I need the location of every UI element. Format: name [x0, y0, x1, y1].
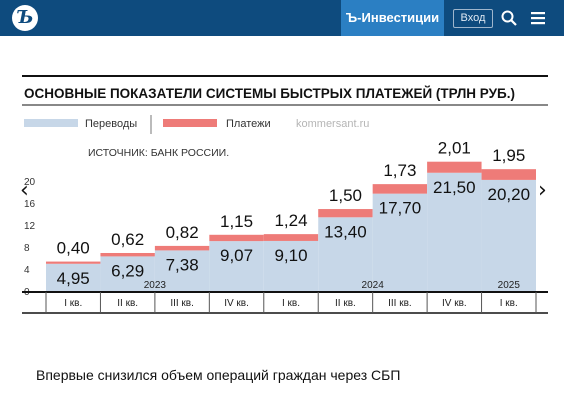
payments-area-segment: [154, 245, 210, 251]
source-note: ИСТОЧНИК: БАНК РОССИИ.: [88, 147, 229, 159]
next-slide-arrow[interactable]: ›: [538, 178, 547, 203]
transfers-area-segment: [154, 250, 210, 291]
transfers-data-label: 6,29: [111, 261, 144, 280]
x-tick-label: IV кв.: [442, 298, 467, 309]
y-tick-label: 8: [24, 243, 30, 254]
x-tick-label: III кв.: [170, 298, 194, 309]
legend-label-transfers: Переводы: [85, 118, 137, 130]
top-navigation-bar: Ъ Ъ-Инвестиции Вход: [0, 0, 564, 36]
payments-data-label: 0,82: [166, 223, 199, 242]
legend-label-payments: Платежи: [226, 118, 271, 130]
x-tick-label: III кв.: [388, 298, 412, 309]
x-tick-label: II кв.: [117, 298, 138, 309]
payments-data-label: 1,73: [383, 161, 416, 180]
watermark-text: kommersant.ru: [296, 118, 369, 130]
brand-section-link[interactable]: Ъ-Инвестиции: [341, 0, 444, 36]
year-label: 2025: [498, 280, 521, 291]
transfers-area-segment: [427, 172, 482, 291]
transfers-data-label: 21,50: [433, 178, 476, 197]
payments-area-segment: [318, 209, 373, 218]
login-button[interactable]: Вход: [453, 9, 493, 28]
transfers-data-label: 7,38: [166, 255, 199, 274]
y-tick-label: 16: [24, 199, 36, 210]
transfers-area-segment: [100, 256, 155, 291]
payments-data-label: 1,15: [220, 212, 253, 231]
transfers-area-segment: [372, 193, 428, 291]
chart-title: ОСНОВНЫЕ ПОКАЗАТЕЛИ СИСТЕМЫ БЫСТРЫХ ПЛАТ…: [24, 86, 515, 101]
legend-swatch-payments: [163, 119, 217, 127]
transfers-data-label: 17,70: [379, 199, 422, 218]
x-tick-label: IV кв.: [224, 298, 249, 309]
transfers-area-segment: [318, 217, 373, 291]
hamburger-menu-icon[interactable]: [531, 11, 545, 25]
transfers-area-segment: [209, 241, 264, 291]
search-icon[interactable]: [501, 10, 517, 26]
payments-area-segment: [372, 184, 428, 194]
transfers-area-segment: [46, 263, 101, 291]
article-headline[interactable]: Впервые снизился объем операций граждан …: [36, 367, 401, 383]
plot-area: 4,95 0,40 6,29 0,62 7,38 0,82 9,07 1,15 9,10 1,24…: [22, 139, 548, 314]
payments-data-label: 1,50: [329, 186, 362, 205]
transfers-data-label: 13,40: [324, 222, 367, 241]
payments-area-segment: [46, 261, 101, 264]
x-tick-label: II кв.: [335, 298, 356, 309]
transfers-data-label: 9,10: [274, 246, 307, 265]
y-tick-label: 20: [24, 177, 36, 188]
payments-area-segment: [209, 234, 264, 242]
x-tick-label: I кв.: [282, 298, 300, 309]
year-label: 2023: [144, 280, 167, 291]
transfers-data-label: 20,20: [488, 185, 531, 204]
transfers-area-segment: [481, 179, 536, 291]
chart-container: ОСНОВНЫЕ ПОКАЗАТЕЛИ СИСТЕМЫ БЫСТРЫХ ПЛАТ…: [0, 60, 564, 330]
payments-area-segment: [427, 161, 482, 173]
payments-area-segment: [263, 234, 319, 241]
year-label: 2024: [362, 280, 385, 291]
transfers-area-segment: [263, 240, 319, 291]
transfers-data-label: 4,95: [57, 269, 90, 288]
payments-data-label: 0,40: [57, 239, 90, 258]
x-tick-label: I кв.: [500, 298, 518, 309]
kommersant-logo[interactable]: Ъ: [12, 5, 38, 31]
prev-slide-arrow[interactable]: ‹: [20, 178, 29, 203]
payments-data-label: 1,24: [274, 211, 307, 230]
payments-area-segment: [100, 252, 155, 257]
transfers-data-label: 9,07: [220, 246, 253, 265]
y-tick-label: 12: [24, 221, 36, 232]
y-tick-label: 4: [24, 265, 30, 276]
payments-area-segment: [481, 169, 536, 180]
x-tick-label: I кв.: [64, 298, 82, 309]
payments-data-label: 2,01: [438, 139, 471, 158]
legend-swatch-transfers: [24, 119, 78, 127]
payments-data-label: 0,62: [111, 230, 144, 249]
payments-data-label: 1,95: [492, 146, 525, 165]
sbp-chart: ОСНОВНЫЕ ПОКАЗАТЕЛИ СИСТЕМЫ БЫСТРЫХ ПЛАТ…: [22, 75, 548, 314]
